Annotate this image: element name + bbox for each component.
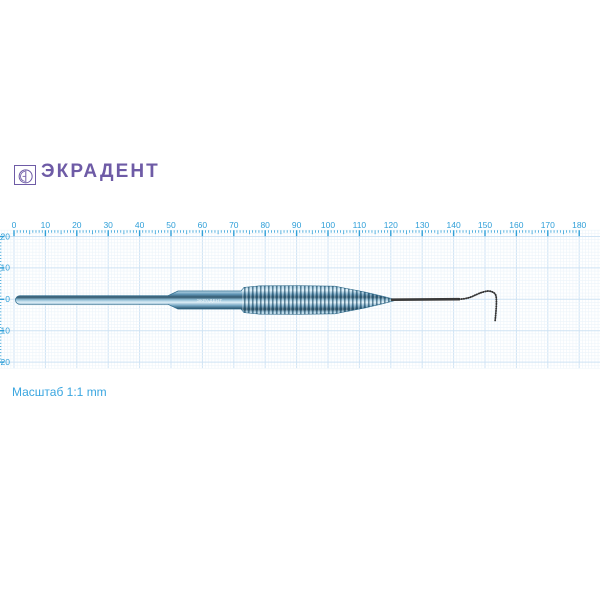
svg-text:ЭКРАДЕНТ: ЭКРАДЕНТ	[197, 298, 223, 303]
